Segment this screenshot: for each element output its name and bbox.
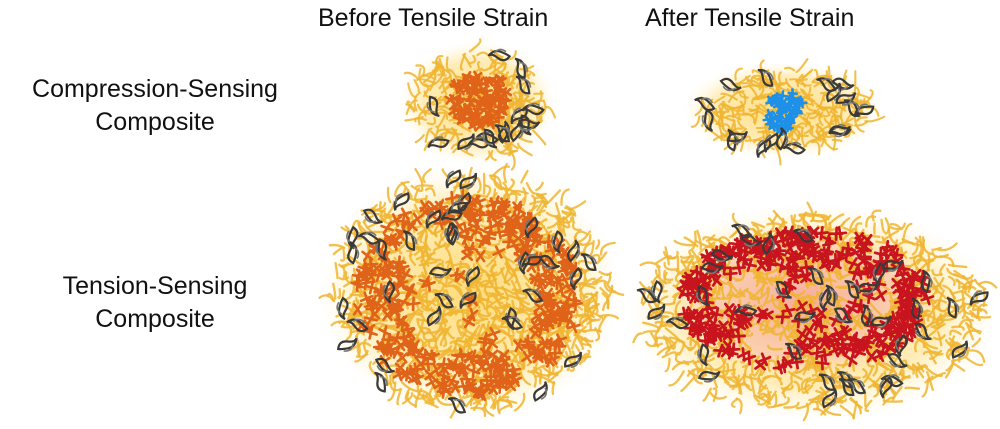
row-label-compression-line2: Composite	[95, 108, 215, 136]
row-label-compression-line1: Compression-Sensing	[32, 75, 278, 103]
row-label-tension-line2: Composite	[95, 305, 215, 333]
tension-before-cluster	[318, 162, 625, 420]
row-label-compression: Compression-Sensing Composite	[0, 73, 315, 139]
column-header-before: Before Tensile Strain	[318, 4, 549, 32]
row-label-tension: Tension-Sensing Composite	[0, 270, 315, 336]
column-header-after: After Tensile Strain	[645, 4, 855, 32]
compression-after-cluster	[683, 58, 886, 166]
tension-after-cluster	[627, 201, 998, 422]
compression-before-cluster	[400, 38, 556, 171]
row-label-tension-line1: Tension-Sensing	[62, 272, 248, 300]
